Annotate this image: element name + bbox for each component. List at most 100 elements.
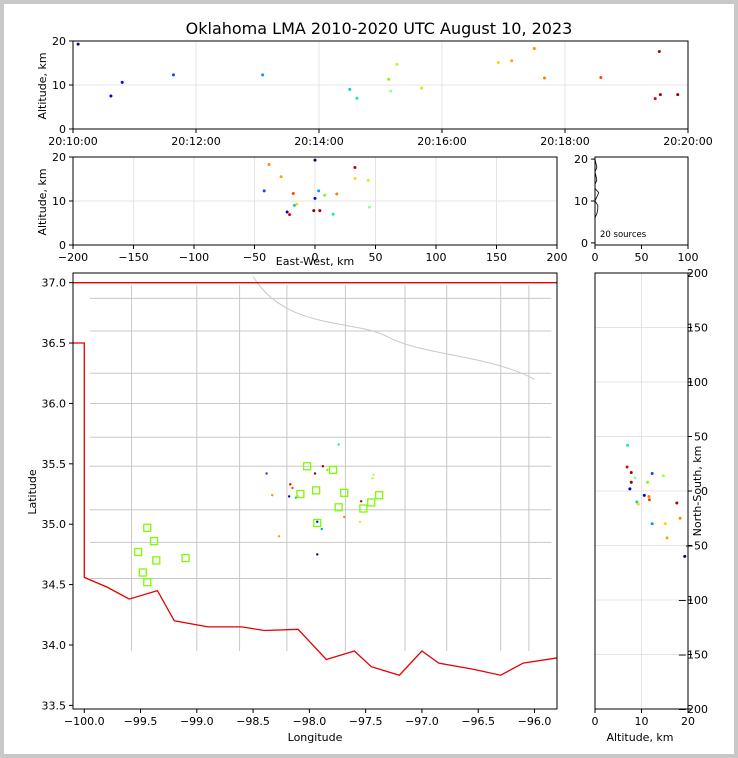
ew-source-point [313,158,317,162]
lma-station-marker [296,489,305,499]
lma-station-marker [149,536,159,546]
ew-source-point [262,189,266,193]
ns-panel-ytick-label: −100 [678,594,708,607]
time-source-point [676,93,680,97]
map-ytick-label: 36.5 [42,337,67,350]
ns-source-point [647,494,651,498]
map-source-point [316,553,319,556]
ns-source-point [635,500,639,504]
time-source-point [171,73,175,77]
map-xtick-label: −100.0 [64,715,105,728]
map-xtick-label: −96.0 [518,715,552,728]
map-xlabel: Longitude [288,731,343,744]
time-source-point [120,80,124,84]
map-ytick-label: 35.5 [42,458,67,471]
ew-source-point [331,212,335,216]
ns-source-point [661,474,665,478]
lma-station-marker [152,556,161,565]
ns-source-point [628,487,632,491]
map-xtick-label: −98.5 [236,715,270,728]
time-source-point [599,76,603,80]
ew-panel-xtick-label: 200 [547,251,568,264]
ns-panel-ytick-label: 0 [701,485,708,498]
ns-source-point [678,516,682,520]
lma-station-marker [375,491,384,500]
map-ytick-label: 37.0 [42,277,67,290]
time-source-point [389,89,393,93]
time-source-point [348,87,352,91]
lma-station-marker [334,503,343,512]
altitude-histogram-panel: 0 50 100 0 10 20 [574,153,699,264]
histogram-line [595,159,600,243]
time-source-point [653,97,657,101]
time-source-point [387,77,391,81]
figure-frame: Oklahoma LMA 2010-2020 UTC August 10, 20… [4,4,734,754]
map-xtick-label: −97.5 [349,715,383,728]
map-source-point [316,520,319,523]
ew-panel-xtick-label: −150 [118,251,148,264]
map-source-point [337,443,340,446]
ns-source-point [663,522,667,526]
ew-panel-xtick-label: 0 [312,251,319,264]
time-panel-xtick-label: 20:12:00 [171,135,220,148]
ew-source-point [335,192,339,196]
ew-altitude-panel: −200 −150 −100 −50 0 50 100 150 200 0 10 20 [52,151,568,264]
time-panel-ytick-label: 0 [59,123,66,136]
map-source-point [287,495,291,498]
ew-source-point [317,189,321,193]
lma-station-marker [143,523,152,532]
map-xtick-label: −99.5 [124,715,158,728]
time-altitude-panel: 20:10:00 20:12:00 20:14:00 20:16:00 20:18:00… [48,35,712,148]
ew-source-point [367,205,371,209]
time-source-point [420,86,423,90]
time-source-point [109,94,113,98]
state-border [73,282,557,676]
ew-panel-ytick-label: 0 [59,239,66,252]
map-source-point [358,520,362,523]
map-source-point [343,515,346,519]
ew-panel-xtick-label: 150 [486,251,507,264]
map-source-point [271,494,274,497]
ns-source-point [636,502,640,506]
map-source-point [294,496,298,499]
ew-source-point [312,209,316,213]
map-source-point [313,472,317,475]
map-xtick-label: −97.0 [405,715,439,728]
histogram-ytick-label: 0 [581,237,588,250]
plan-view-map-panel: −100.0 −99.5 −99.0 −98.5 −98.0 −97.5 −97.0 −96.… [42,272,558,728]
map-source-point [326,468,329,472]
ns-source-point [650,472,654,476]
lma-station-marker [313,518,322,528]
time-source-point [657,50,661,54]
ew-panel-border [72,156,558,246]
ns-source-point [683,554,687,558]
ns-source-point [625,465,629,469]
map-source-point [359,500,363,503]
time-source-point [261,73,265,77]
time-source-point [532,46,536,50]
time-panel-ylabel: Altitude, km [36,52,49,119]
time-source-point [355,96,359,100]
ns-source-point [665,536,669,540]
time-panel-xtick-label: 20:16:00 [417,135,466,148]
lma-station-marker [181,553,190,563]
ns-panel-xtick-label: 0 [592,715,599,728]
ns-source-point [650,522,654,526]
ns-source-point [675,501,679,505]
ns-panel-xtick-label: 20 [681,715,695,728]
map-ylabel: Latitude [26,469,39,515]
histogram-ytick-label: 10 [574,195,588,208]
map-source-point [289,483,292,486]
ew-panel-xtick-label: 50 [369,251,383,264]
ew-source-point [323,193,327,197]
ew-panel-ytick-label: 20 [52,151,66,164]
time-source-point [510,59,514,63]
map-source-point [296,495,300,498]
time-source-point [76,42,80,46]
histogram-xtick-label: 50 [635,251,649,264]
source-count-label: 20 sources [600,230,647,240]
ns-source-point [629,480,633,484]
map-source-point [291,486,294,490]
ew-source-point [353,177,357,181]
ns-panel-ytick-label: −50 [685,540,708,553]
